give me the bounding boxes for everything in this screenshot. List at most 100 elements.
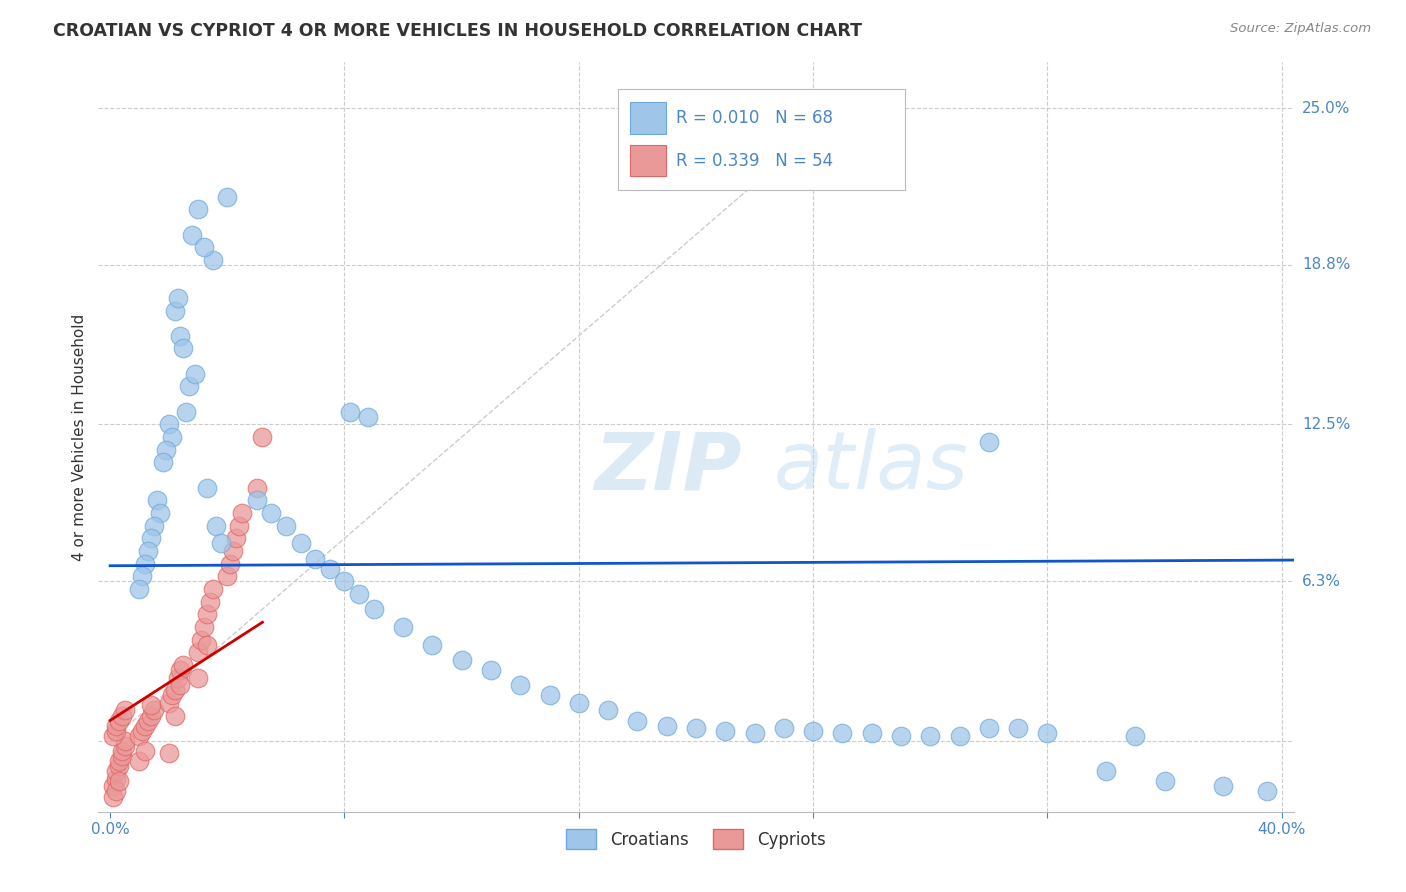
Point xyxy=(509,678,531,692)
Point xyxy=(1153,774,1175,789)
Point xyxy=(136,544,159,558)
Bar xyxy=(630,103,666,134)
Point xyxy=(744,726,766,740)
Point xyxy=(128,582,150,596)
Point xyxy=(128,729,150,743)
Point xyxy=(201,252,224,267)
Point xyxy=(172,342,194,356)
Point xyxy=(111,744,134,758)
Point xyxy=(187,645,209,659)
Point xyxy=(163,683,186,698)
Legend: Croatians, Cypriots: Croatians, Cypriots xyxy=(560,822,832,855)
Point xyxy=(217,189,239,203)
Point xyxy=(977,721,1000,735)
Point xyxy=(773,721,796,735)
Point xyxy=(157,417,180,432)
Point xyxy=(290,536,312,550)
Point xyxy=(160,430,183,444)
Point xyxy=(1007,721,1029,735)
Point xyxy=(157,747,180,761)
Point xyxy=(105,723,128,738)
Text: R = 0.010   N = 68: R = 0.010 N = 68 xyxy=(676,109,832,127)
Point xyxy=(179,379,201,393)
Point xyxy=(160,688,183,702)
Point xyxy=(201,582,224,596)
Point xyxy=(187,202,209,217)
Point xyxy=(246,481,269,495)
Text: ZIP: ZIP xyxy=(595,428,742,506)
Point xyxy=(134,744,156,758)
Point xyxy=(141,708,163,723)
Point xyxy=(193,620,215,634)
Point xyxy=(152,455,174,469)
Text: 6.3%: 6.3% xyxy=(1302,574,1341,589)
Point xyxy=(149,506,172,520)
Point xyxy=(274,518,297,533)
Point xyxy=(204,518,226,533)
Point xyxy=(169,328,191,343)
Point xyxy=(131,569,153,583)
Point xyxy=(801,723,824,738)
Point xyxy=(538,688,561,702)
Point xyxy=(1212,780,1234,794)
Point xyxy=(146,493,169,508)
Point xyxy=(920,729,942,743)
Point xyxy=(174,405,197,419)
Point xyxy=(193,240,215,254)
Point xyxy=(195,638,218,652)
Point xyxy=(222,544,245,558)
Text: Source: ZipAtlas.com: Source: ZipAtlas.com xyxy=(1230,22,1371,36)
Bar xyxy=(630,145,666,177)
Point xyxy=(134,719,156,733)
Point xyxy=(225,532,247,546)
Point xyxy=(143,703,166,717)
Point xyxy=(228,518,250,533)
Point xyxy=(114,739,136,753)
Point xyxy=(141,532,163,546)
Point xyxy=(169,678,191,692)
Point xyxy=(655,719,678,733)
Point xyxy=(392,620,415,634)
Point xyxy=(1256,784,1278,798)
Point xyxy=(184,367,207,381)
Point xyxy=(131,723,153,738)
Point xyxy=(169,663,191,677)
Point xyxy=(339,405,361,419)
Point xyxy=(1095,764,1118,779)
Point xyxy=(105,784,128,798)
Point xyxy=(108,774,131,789)
Point xyxy=(166,671,188,685)
Point xyxy=(217,569,239,583)
Point xyxy=(163,303,186,318)
Point xyxy=(111,749,134,764)
Text: 18.8%: 18.8% xyxy=(1302,258,1350,272)
Point xyxy=(195,607,218,622)
Point xyxy=(304,551,326,566)
Point xyxy=(157,696,180,710)
Point xyxy=(598,703,620,717)
Point xyxy=(1036,726,1059,740)
Point xyxy=(190,632,212,647)
Point xyxy=(105,719,128,733)
Point xyxy=(977,435,1000,450)
Point xyxy=(105,764,128,779)
Point xyxy=(714,723,737,738)
Point xyxy=(347,587,370,601)
Point xyxy=(172,657,194,672)
Point xyxy=(101,789,124,804)
Point xyxy=(357,409,380,424)
Point xyxy=(111,708,134,723)
Point xyxy=(108,754,131,768)
Point xyxy=(363,602,385,616)
Point xyxy=(181,227,204,242)
Point xyxy=(246,493,269,508)
Point xyxy=(101,780,124,794)
Point xyxy=(105,772,128,786)
Point xyxy=(568,696,591,710)
Point xyxy=(166,291,188,305)
Point xyxy=(422,638,444,652)
Point xyxy=(108,714,131,728)
Point xyxy=(685,721,707,735)
Point xyxy=(114,734,136,748)
Point xyxy=(319,562,342,576)
